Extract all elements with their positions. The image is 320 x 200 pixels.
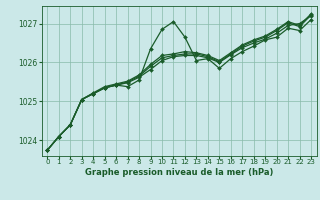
- X-axis label: Graphe pression niveau de la mer (hPa): Graphe pression niveau de la mer (hPa): [85, 168, 273, 177]
